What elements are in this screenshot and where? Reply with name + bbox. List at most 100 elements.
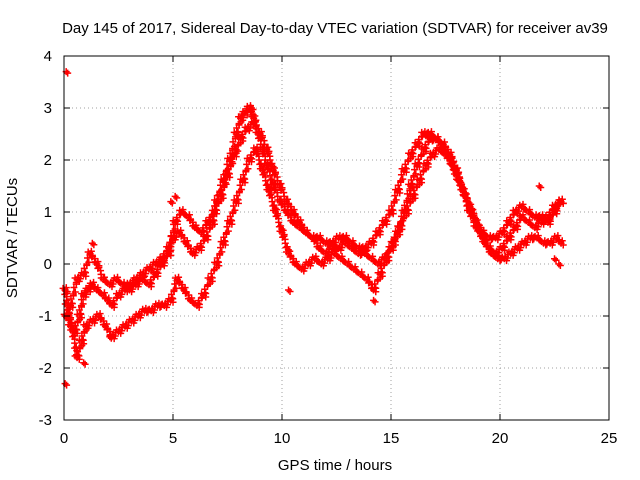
data-point [418,175,426,183]
data-point [206,217,214,225]
data-point [534,212,542,220]
data-point [534,232,542,240]
data-point [522,206,530,214]
data-point [409,180,417,188]
data-point [86,279,94,287]
data-point [516,212,524,220]
data-point [287,217,295,225]
data-point [426,149,434,157]
data-point [241,175,249,183]
data-point [232,146,240,154]
data-point [102,295,110,303]
data-point [463,206,471,214]
y-tick-label: -3 [39,412,52,429]
data-points [59,68,567,389]
data-point [535,217,543,225]
data-point [518,238,526,246]
data-point [126,316,134,324]
x-tick-label: 10 [274,430,291,447]
y-tick-label: 4 [44,48,52,65]
data-point [302,258,310,266]
data-point [559,199,567,207]
data-point [171,192,179,200]
data-point [498,253,506,261]
data-point [221,238,229,245]
data-point [399,217,407,225]
data-point [110,274,118,282]
data-point [267,191,275,199]
data-point [113,290,120,298]
data-point [106,333,114,341]
data-point [395,227,403,235]
data-point [285,286,293,294]
data-point [338,233,346,241]
data-point [351,263,359,271]
data-point [339,238,347,246]
data-point [195,300,203,308]
data-point [229,160,237,167]
data-point [555,196,563,204]
data-point [250,144,258,152]
data-point [558,195,566,203]
data-point [312,252,320,260]
data-point [530,233,538,241]
data-point [167,198,175,206]
y-tick-label: -2 [39,360,52,377]
y-tick-label: 2 [44,152,52,169]
data-point [559,241,567,249]
x-tick-label: 15 [383,430,400,447]
data-point [412,170,420,178]
data-point [140,273,148,281]
data-point [444,149,452,157]
data-point [82,269,90,277]
data-point [526,206,534,214]
data-point [187,248,195,256]
data-point [100,273,108,281]
data-point [399,175,407,183]
y-axis-label: SDTVAR / TECUs [4,178,21,298]
data-point [501,228,509,236]
chart-title: Day 145 of 2017, Sidereal Day-to-day VTE… [62,20,608,37]
data-point [235,113,243,121]
data-point [99,321,107,329]
data-point [218,248,226,256]
data-point [283,248,291,256]
data-point [80,321,88,329]
data-point [552,256,560,264]
data-point [315,258,323,266]
data-point [254,149,262,157]
data-point [348,264,356,272]
data-point [139,305,147,313]
data-point [237,186,245,193]
data-point [286,288,294,295]
data-point [349,242,357,250]
y-tick-label: 0 [44,256,52,273]
data-point [371,298,379,306]
data-point [260,170,268,178]
data-point [180,238,188,246]
data-point [79,336,87,344]
data-point [231,206,239,214]
data-point [97,290,105,298]
data-point [411,191,419,199]
data-point [68,300,76,308]
data-point [91,258,99,266]
data-point [370,296,378,304]
data-point [430,134,438,142]
data-point [77,310,85,318]
data-point [224,227,232,235]
data-point [182,212,190,220]
data-point [372,258,380,266]
y-axis-ticks: -3 -2 -1 0 1 2 3 4 [39,48,609,429]
data-point [279,226,287,234]
data-point [243,102,251,110]
data-point [359,248,367,256]
data-point [354,269,362,277]
data-point [171,274,179,282]
data-point [372,284,380,292]
data-point [78,290,86,298]
data-point [104,279,112,287]
data-point [248,118,256,126]
data-point [241,123,249,131]
data-point [535,182,543,190]
